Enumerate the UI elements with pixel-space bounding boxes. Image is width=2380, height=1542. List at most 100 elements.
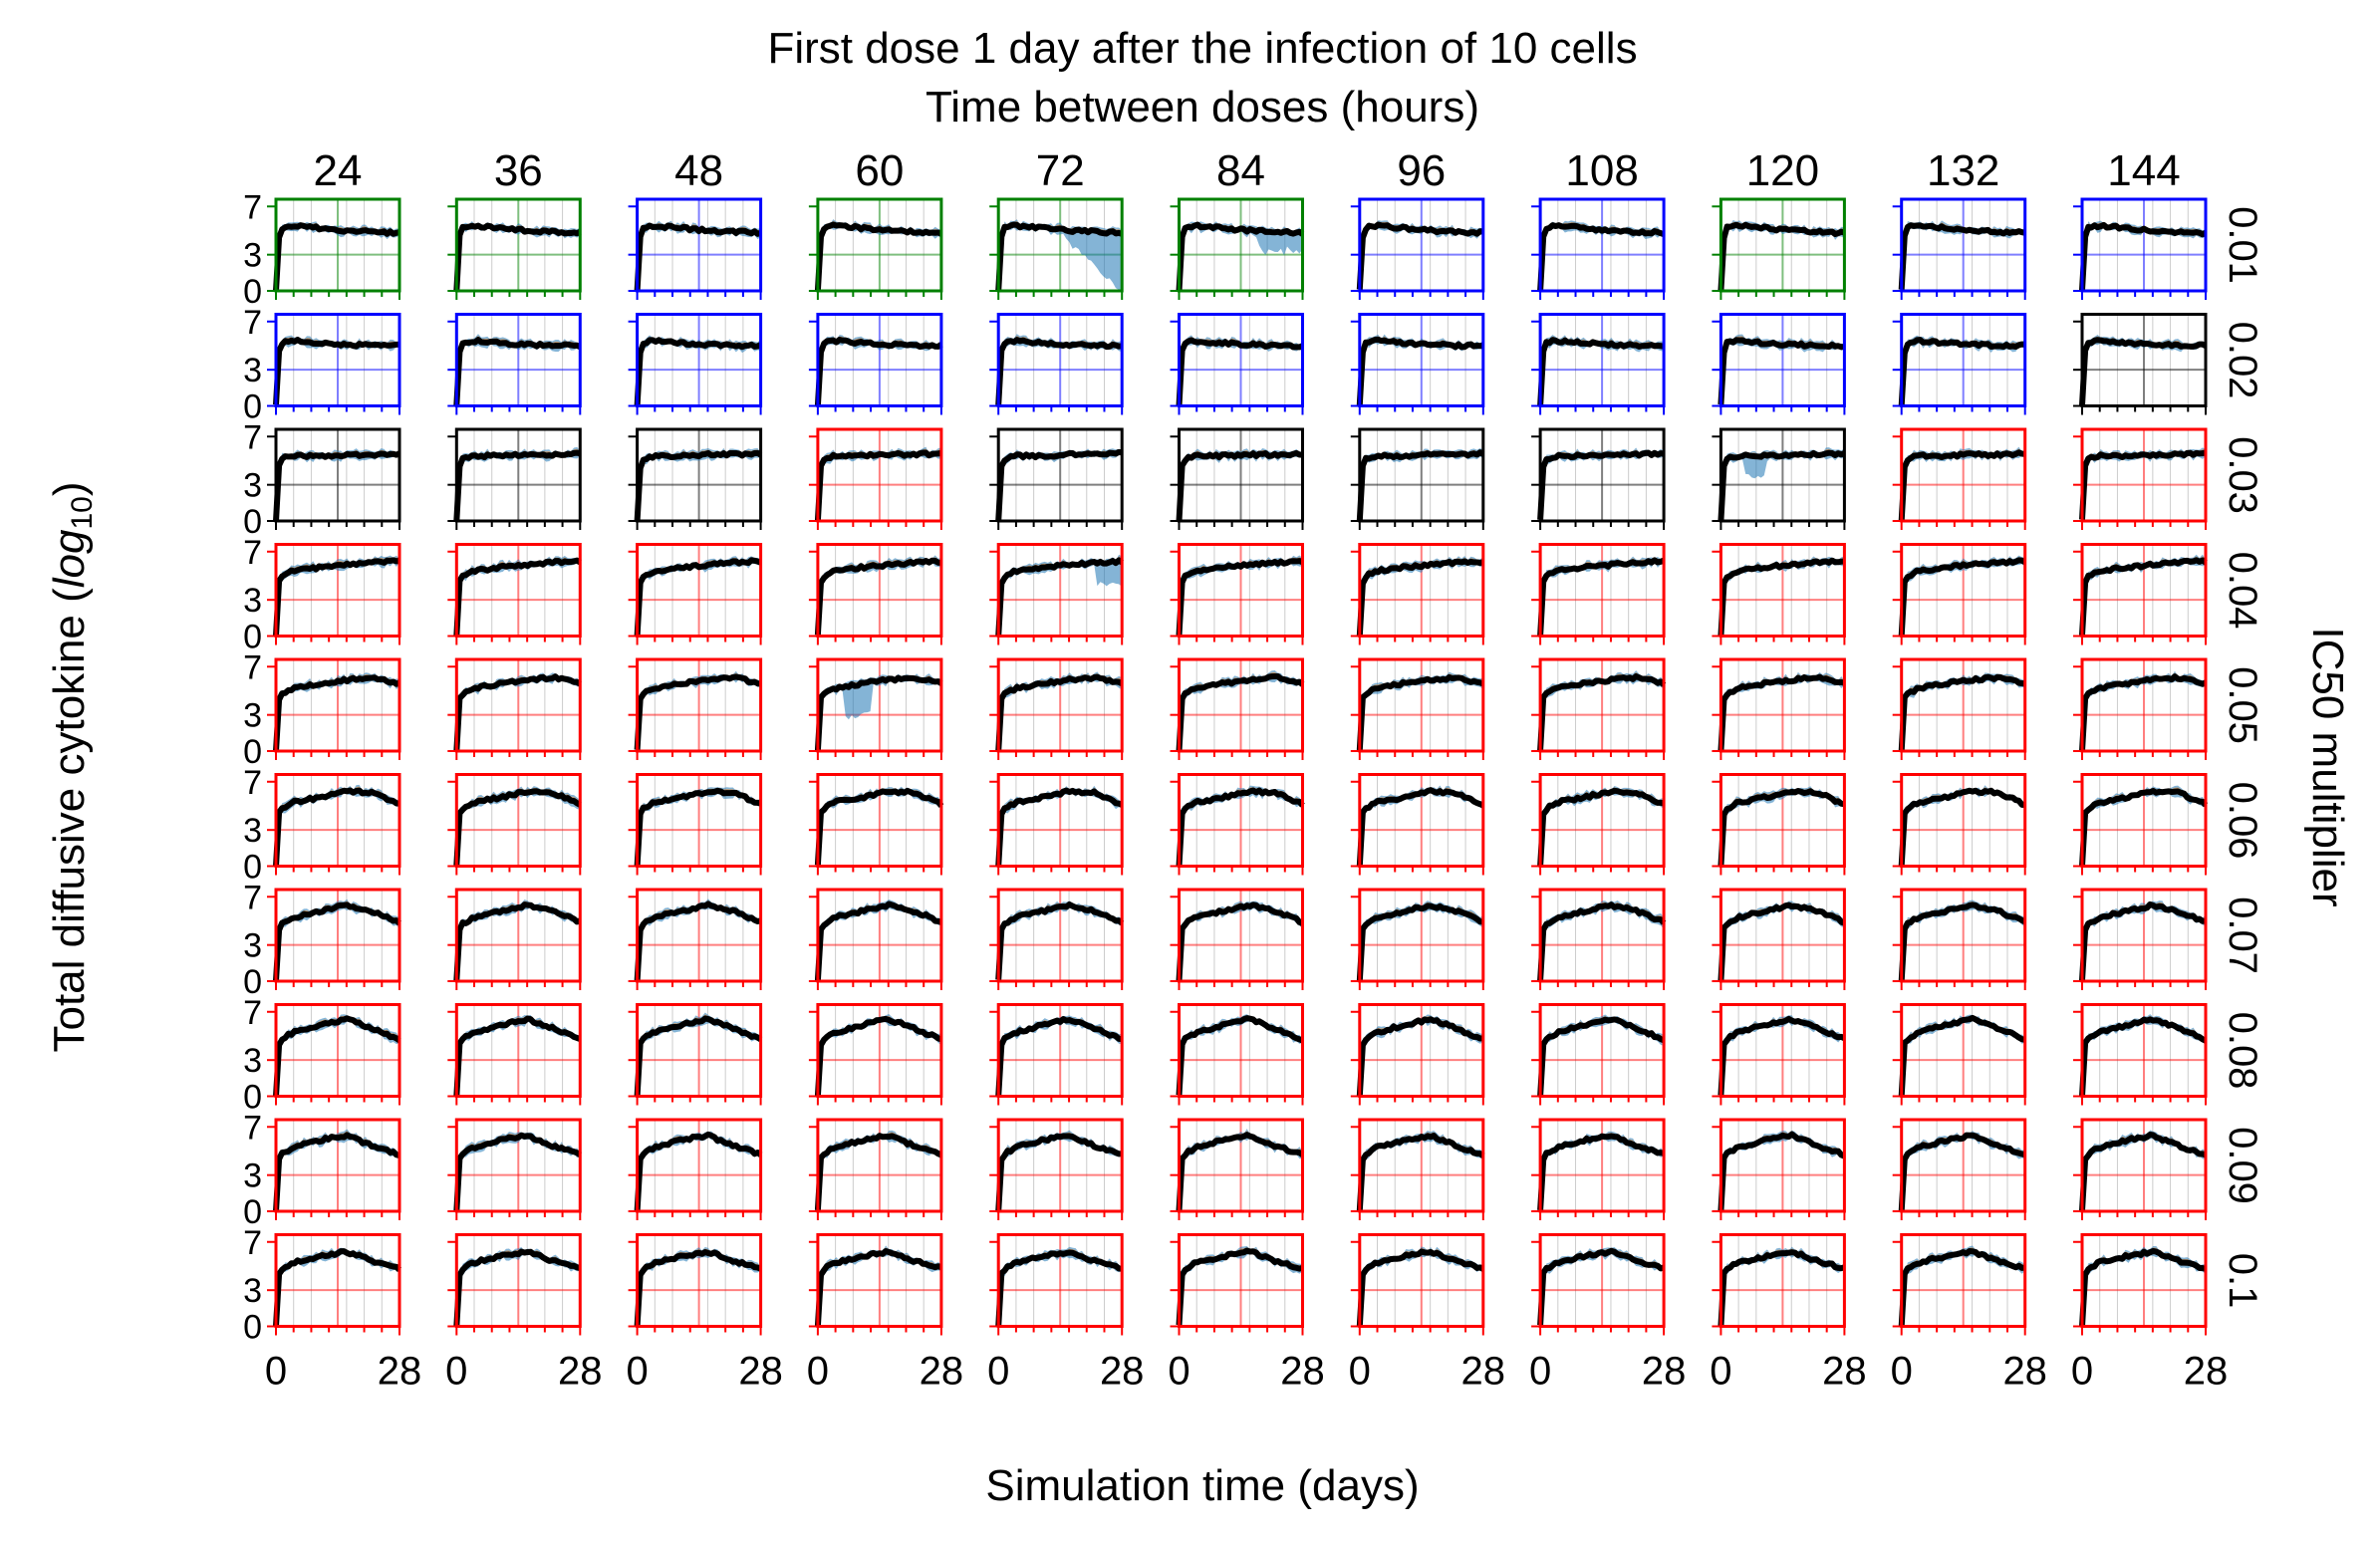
panel-r4-c7 — [1531, 657, 1667, 760]
panel-frame — [1719, 543, 1846, 638]
panel-frame — [1900, 1233, 2027, 1328]
panel-frame — [1178, 1118, 1304, 1213]
column-label-60: 60 — [855, 146, 904, 195]
panel-frame — [1538, 888, 1666, 983]
mean-line — [995, 557, 1124, 637]
panel-r5-c1 — [447, 773, 582, 876]
mean-line — [634, 449, 763, 522]
mean-line — [1176, 558, 1304, 636]
mean-line — [453, 1015, 582, 1097]
mean-line — [1356, 449, 1485, 522]
panel-frame — [1178, 888, 1304, 983]
panel-r8-c9 — [1892, 1118, 2027, 1220]
panel-frame — [1900, 313, 2027, 407]
panel-r8-c1 — [447, 1118, 583, 1220]
y-tick-label-0: 0 — [243, 849, 262, 887]
panel-frame — [1178, 313, 1304, 407]
panel-r5-c9 — [1892, 773, 2027, 876]
panel-r0-c9 — [1892, 197, 2027, 300]
panel-r3-c4 — [989, 543, 1124, 645]
mean-line — [995, 448, 1123, 522]
panel-r9-c5 — [1170, 1233, 1304, 1336]
panel-r3-c0 — [267, 543, 401, 645]
panel-r1-c0 — [267, 313, 401, 415]
panel-frame — [1358, 1118, 1485, 1213]
panel-frame — [816, 427, 943, 523]
mean-line — [814, 1015, 942, 1097]
mean-line — [1356, 1016, 1484, 1097]
replicate-band-blue — [817, 673, 941, 751]
y-tick-label-0: 0 — [243, 273, 262, 311]
mean-line — [1537, 672, 1667, 751]
panel-r5-c0 — [267, 773, 401, 876]
panel-frame — [816, 888, 943, 983]
y-tick-label-3: 3 — [243, 582, 262, 620]
x-tick-label-28: 28 — [1822, 1350, 1867, 1394]
panel-r3-c5 — [1170, 543, 1304, 645]
panel-frame — [1538, 1003, 1666, 1098]
mean-line — [453, 673, 582, 752]
panel-frame — [1900, 543, 2027, 638]
row-label-0.03: 0.03 — [2221, 436, 2264, 514]
panel-r6-c0 — [267, 888, 401, 990]
mean-line — [1718, 1131, 1846, 1212]
mean-line — [1898, 1014, 2026, 1097]
panel-r6-c5 — [1170, 888, 1304, 990]
panel-r5-c2 — [628, 773, 763, 876]
panel-frame — [1178, 657, 1304, 753]
panel-r7-c10 — [2073, 1003, 2208, 1106]
x-tick-label-0: 0 — [987, 1350, 1009, 1394]
panel-frame — [2080, 197, 2208, 293]
panel-r5-c8 — [1712, 773, 1846, 876]
y-tick-label-7: 7 — [243, 304, 262, 342]
panel-r8-c2 — [628, 1118, 763, 1220]
panel-frame — [636, 197, 763, 293]
panel-r7-c2 — [628, 1003, 763, 1106]
panel-frame — [636, 888, 763, 983]
panel-frame — [1358, 888, 1485, 983]
panel-r9-c2 — [628, 1233, 763, 1336]
mean-line — [1718, 901, 1846, 981]
x-tick-label-28: 28 — [2002, 1350, 2047, 1394]
column-label-48: 48 — [674, 146, 723, 195]
panel-r2-c4 — [989, 427, 1124, 530]
panel-frame — [816, 1233, 943, 1328]
panel-frame — [454, 197, 582, 293]
x-tick-label-28: 28 — [378, 1350, 422, 1394]
row-label-0.08: 0.08 — [2221, 1012, 2264, 1090]
mean-line — [1537, 1016, 1666, 1097]
y-tick-label-0: 0 — [243, 619, 262, 656]
panel-frame — [454, 657, 582, 753]
mean-line — [2079, 900, 2207, 981]
panel-r0-c7 — [1531, 197, 1666, 300]
x-tick-label-28: 28 — [1642, 1350, 1687, 1394]
y-tick-label-3: 3 — [243, 697, 262, 735]
panel-frame — [636, 1003, 763, 1098]
mean-line — [1898, 787, 2025, 867]
panel-frame — [816, 1003, 943, 1098]
y-tick-label-0: 0 — [243, 1309, 262, 1347]
mean-line — [453, 1132, 583, 1212]
mean-line — [1356, 1132, 1485, 1211]
x-tick-label-28: 28 — [1461, 1350, 1506, 1394]
y-tick-label-3: 3 — [243, 1042, 262, 1080]
row-label-0.01: 0.01 — [2221, 206, 2264, 284]
row-label-0.02: 0.02 — [2221, 322, 2264, 399]
panel-frame — [274, 657, 401, 753]
mean-line — [453, 222, 582, 292]
panel-frame — [1719, 197, 1846, 293]
panel-r6-c7 — [1531, 888, 1667, 990]
panel-r0-c4 — [989, 197, 1124, 300]
panel-r7-c4 — [989, 1003, 1124, 1106]
column-label-120: 120 — [1746, 146, 1819, 195]
y-tick-label-7: 7 — [243, 418, 262, 456]
mean-line — [995, 673, 1124, 752]
panel-r3-c1 — [447, 543, 582, 645]
panel-frame — [2080, 543, 2208, 638]
panel-frame — [2080, 773, 2208, 868]
mean-line — [273, 1132, 400, 1212]
panel-r1-c6 — [1350, 313, 1485, 415]
panel-r2-c0 — [267, 427, 401, 530]
panel-r8-c10 — [2073, 1118, 2208, 1220]
mean-line — [634, 900, 762, 981]
